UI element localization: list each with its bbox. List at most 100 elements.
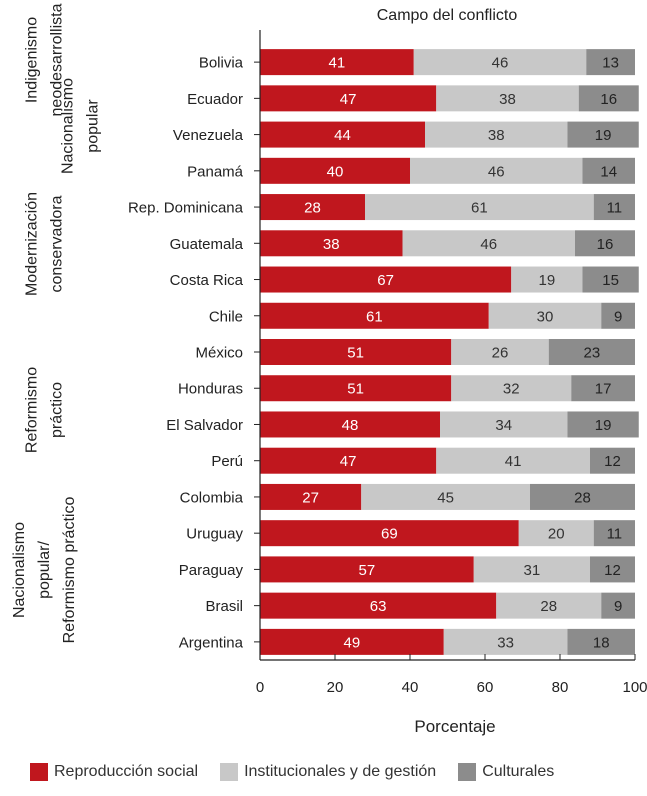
bar-segment [593, 520, 635, 547]
bar-segment [567, 628, 635, 655]
bar-segment [260, 49, 414, 76]
data-label: 46 [488, 163, 505, 180]
data-label: 33 [497, 634, 514, 651]
category-label: Rep. Dominicana [128, 200, 244, 217]
group-label-line: popular/ [36, 541, 53, 599]
category-label: Venezuela [173, 127, 244, 144]
bar-segment [260, 520, 519, 547]
data-label: 30 [537, 308, 554, 325]
legend-label: Reproducción social [54, 763, 199, 780]
bar-segment [586, 49, 635, 76]
data-label: 38 [499, 91, 516, 108]
data-label: 9 [614, 598, 622, 615]
legend-item: Reproducción social [30, 763, 198, 781]
bar-segment [590, 556, 635, 583]
group-label: Modernización conservadora [24, 192, 66, 296]
bar-segment [530, 483, 635, 510]
data-label: 27 [302, 489, 319, 506]
bar-segment [451, 375, 572, 402]
x-tick-label: 80 [552, 679, 569, 696]
legend-item: Culturales [458, 763, 554, 781]
data-label: 40 [327, 163, 344, 180]
stacked-bar-chart: Campo del conflicto 41 46 13 Bolivia 47 38 16 Ec… [11, 3, 647, 736]
data-label: 15 [602, 272, 619, 289]
x-axis-label: Porcentaje [414, 717, 495, 736]
bar-segment [590, 447, 635, 474]
bar-segment [488, 302, 602, 329]
data-label: 44 [334, 127, 351, 144]
x-tick-label: 60 [477, 679, 494, 696]
data-label: 46 [492, 55, 509, 72]
data-label: 16 [600, 91, 617, 108]
bar-segment [496, 592, 602, 619]
bar-segment [567, 121, 639, 148]
bar-segment [578, 85, 639, 112]
legend-label: Institucionales y de gestión [244, 763, 437, 780]
data-label: 17 [595, 381, 612, 398]
data-label: 11 [607, 526, 623, 543]
x-tick-label: 20 [327, 679, 344, 696]
data-label: 51 [347, 381, 364, 398]
bar-segment [402, 230, 575, 257]
category-label: Uruguay [186, 526, 243, 543]
bar-segment [260, 194, 365, 221]
data-label: 26 [492, 345, 509, 362]
group-label-line: Reformismo [24, 367, 41, 453]
bar-segment [260, 266, 512, 293]
data-label: 12 [604, 453, 621, 470]
data-label: 49 [344, 634, 361, 651]
category-label: Colombia [180, 489, 244, 506]
chart-title: Campo del conflicto [377, 7, 518, 24]
bar-segment [413, 49, 587, 76]
bar-segment [567, 411, 639, 438]
data-label: 51 [347, 345, 364, 362]
data-label: 45 [437, 489, 454, 506]
bar-segment [451, 339, 549, 365]
data-label: 13 [602, 55, 619, 72]
bar-segment [601, 592, 635, 619]
data-label: 38 [488, 127, 505, 144]
bar-segment [260, 556, 474, 583]
group-label-line: popular [85, 99, 102, 153]
category-label: Bolivia [199, 55, 244, 72]
group-label-line: Indigenismo [24, 17, 41, 103]
bar-segment [436, 447, 590, 474]
category-label: Panamá [187, 163, 244, 180]
x-tick-label: 100 [622, 679, 647, 696]
bar-segment [518, 520, 594, 547]
category-label: Paraguay [179, 562, 244, 579]
data-label: 41 [505, 453, 522, 470]
category-label: Honduras [178, 381, 243, 398]
bar-segment [260, 85, 437, 112]
bar-segment [260, 339, 452, 365]
x-tick-label: 40 [402, 679, 419, 696]
data-label: 47 [340, 453, 357, 470]
bar-segment [260, 628, 444, 655]
legend-swatch [458, 763, 477, 781]
data-label: 16 [597, 236, 614, 253]
data-label: 28 [540, 598, 557, 615]
group-label-line: Nacionalismo [11, 522, 28, 618]
bar-segment [601, 302, 635, 329]
category-label: Ecuador [187, 91, 243, 108]
legend-item: Institucionales y de gestión [220, 763, 436, 781]
bar-segment [593, 194, 635, 221]
data-label: 67 [377, 272, 394, 289]
bar-segment [511, 266, 583, 293]
data-label: 48 [342, 417, 359, 434]
data-label: 61 [366, 308, 383, 325]
legend-label: Culturales [482, 763, 555, 780]
bar-segment [260, 447, 437, 474]
data-label: 19 [595, 417, 612, 434]
bar-segment [436, 85, 579, 112]
bar-segment [260, 375, 452, 402]
category-label: Chile [209, 308, 243, 325]
data-label: 11 [607, 200, 623, 217]
group-label-line: neodesarrollista [49, 3, 66, 116]
bar-segment [260, 230, 403, 257]
group-label-line: Reformismo práctico [61, 497, 78, 644]
bar-segment [443, 628, 568, 655]
data-label: 34 [495, 417, 512, 434]
bar-segment [365, 194, 594, 221]
bar-segment [260, 592, 497, 619]
